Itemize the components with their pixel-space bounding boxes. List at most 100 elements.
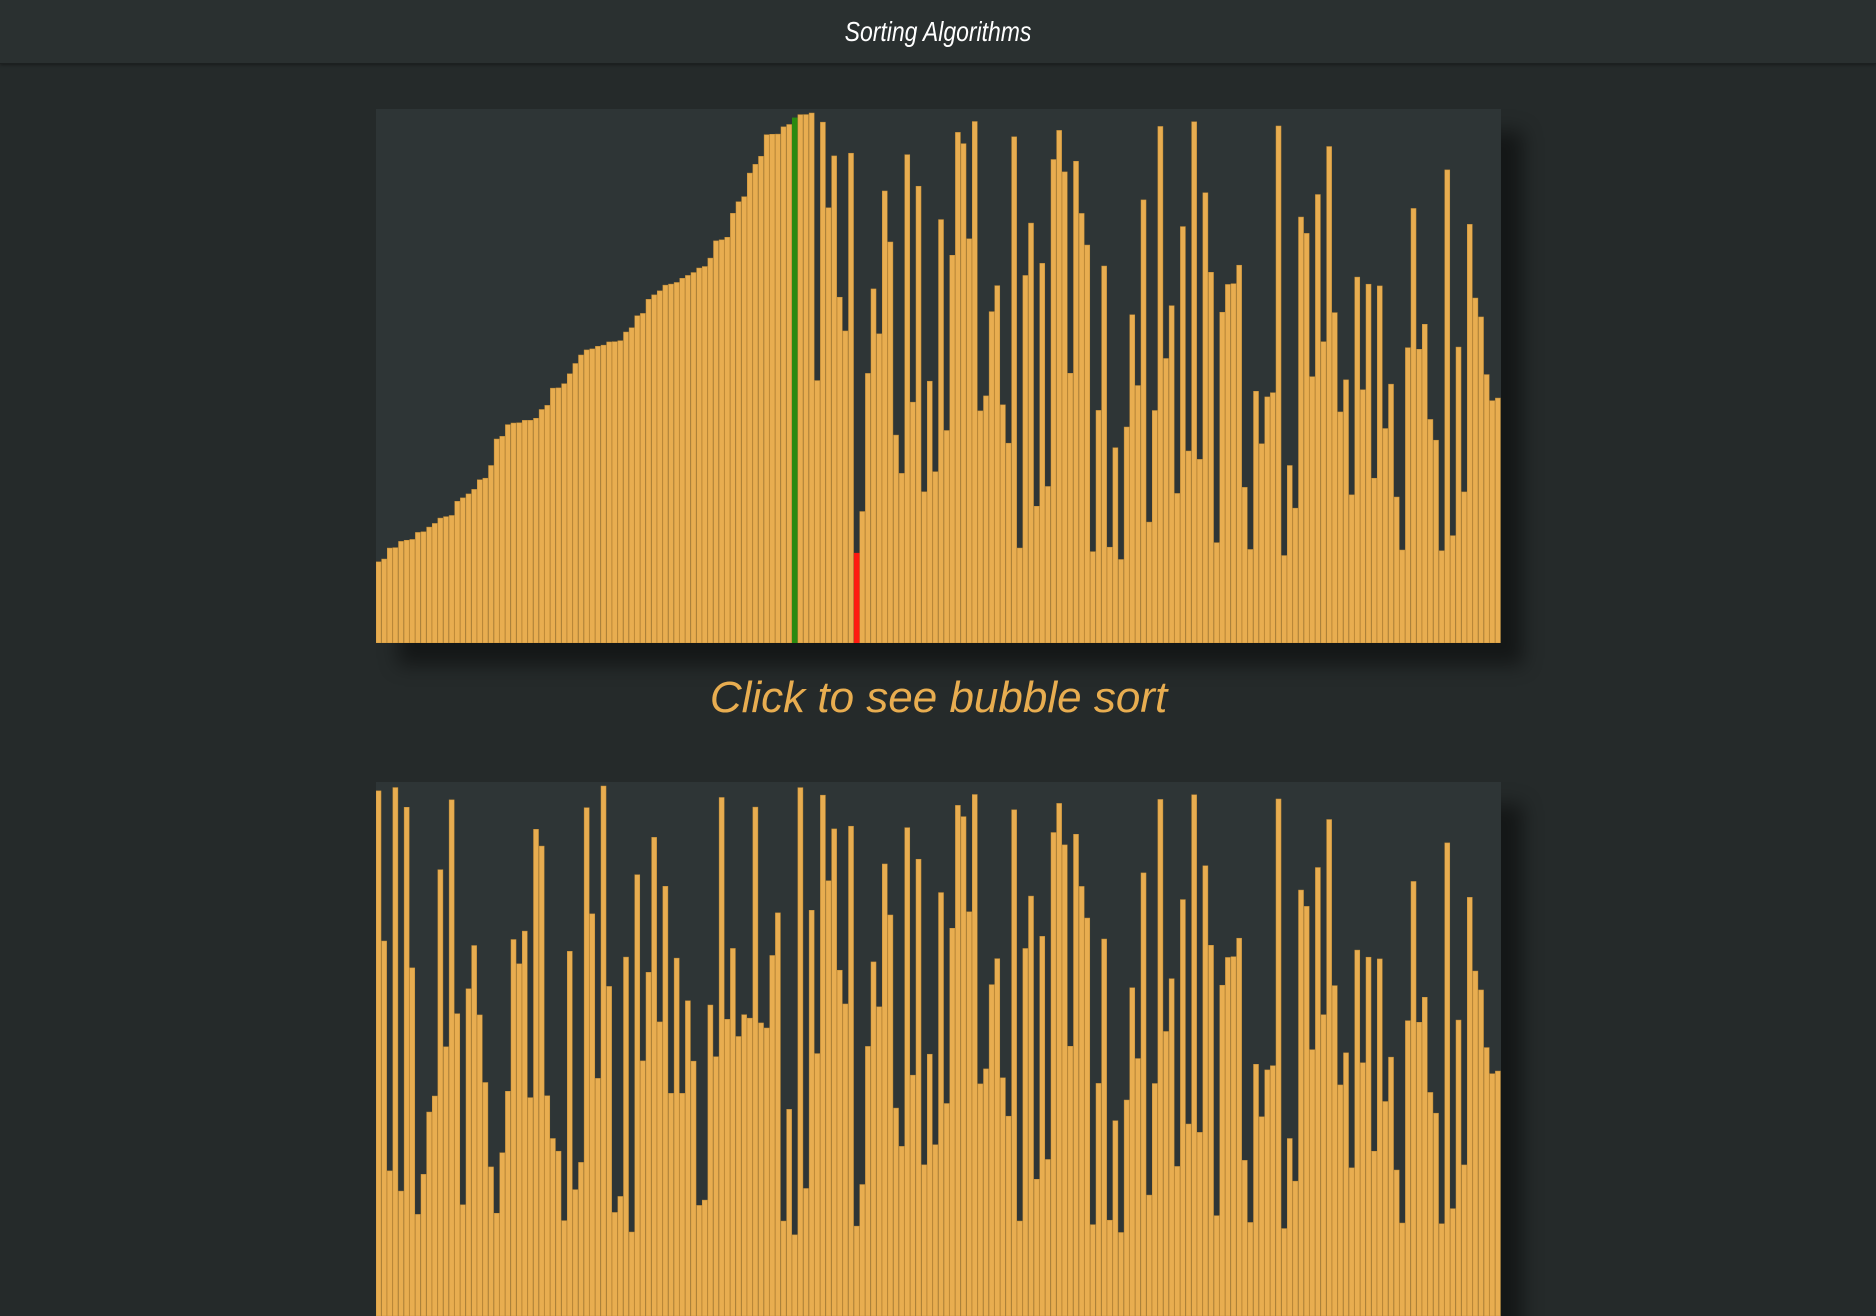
array-bar bbox=[1495, 398, 1500, 643]
array-bar bbox=[680, 278, 685, 643]
array-bar bbox=[455, 1014, 460, 1316]
array-bar bbox=[595, 1078, 600, 1316]
array-bar bbox=[483, 478, 488, 643]
array-bar bbox=[1434, 1113, 1439, 1316]
array-bar bbox=[837, 297, 842, 643]
array-bar bbox=[1158, 126, 1163, 643]
array-bar bbox=[1287, 1139, 1292, 1316]
array-bar bbox=[933, 472, 938, 643]
array-bar bbox=[438, 518, 443, 643]
array-bar bbox=[545, 1096, 550, 1316]
array-bar bbox=[573, 363, 578, 643]
bubble-sort-caption[interactable]: Click to see bubble sort bbox=[376, 668, 1501, 728]
array-bar bbox=[1158, 799, 1163, 1316]
array-bar bbox=[1074, 161, 1079, 643]
array-bar bbox=[978, 411, 983, 643]
array-bar bbox=[466, 494, 471, 643]
array-bar bbox=[1484, 1048, 1489, 1316]
array-bar bbox=[522, 420, 527, 643]
array-bar bbox=[995, 286, 1000, 643]
array-bar bbox=[787, 124, 792, 643]
array-bar bbox=[832, 156, 837, 643]
array-bar bbox=[1197, 459, 1202, 643]
array-bar bbox=[1315, 195, 1320, 643]
array-bar bbox=[1338, 1085, 1343, 1316]
array-bar bbox=[624, 332, 629, 643]
array-bar bbox=[607, 986, 612, 1316]
array-bar bbox=[1192, 795, 1197, 1316]
array-bar bbox=[1113, 1121, 1118, 1316]
array-bar bbox=[669, 284, 674, 643]
array-bar bbox=[1293, 1181, 1298, 1316]
array-bar bbox=[1366, 957, 1371, 1316]
second-sort-visualization[interactable] bbox=[376, 782, 1501, 1316]
array-bar bbox=[820, 795, 825, 1316]
array-bar bbox=[562, 384, 567, 643]
array-bar bbox=[1000, 1078, 1005, 1316]
array-bar bbox=[1383, 429, 1388, 643]
array-bar bbox=[550, 1138, 555, 1316]
array-bar bbox=[657, 291, 662, 643]
array-bar bbox=[1017, 548, 1022, 643]
array-bar bbox=[1102, 266, 1107, 643]
array-bar bbox=[1085, 918, 1090, 1316]
array-bar bbox=[522, 931, 527, 1316]
array-bar bbox=[1332, 313, 1337, 643]
array-bar bbox=[860, 512, 865, 643]
array-bar bbox=[1231, 284, 1236, 643]
array-bar bbox=[612, 342, 617, 643]
array-bar bbox=[1445, 843, 1450, 1316]
array-bar bbox=[601, 786, 606, 1316]
array-bar bbox=[545, 405, 550, 643]
array-bar bbox=[466, 989, 471, 1316]
array-bar bbox=[1180, 900, 1185, 1316]
array-bar bbox=[1411, 881, 1416, 1316]
array-bar bbox=[933, 1145, 938, 1316]
array-bar bbox=[849, 153, 854, 643]
array-bar bbox=[888, 915, 893, 1316]
array-bar bbox=[376, 562, 381, 643]
array-bar bbox=[387, 548, 392, 643]
array-bar bbox=[387, 1171, 392, 1316]
array-bar bbox=[1366, 284, 1371, 643]
array-bar bbox=[877, 334, 882, 643]
array-bar bbox=[528, 1098, 533, 1316]
array-bar bbox=[972, 122, 977, 643]
array-bar bbox=[1479, 317, 1484, 643]
array-bar bbox=[995, 959, 1000, 1316]
array-bar bbox=[393, 788, 398, 1316]
array-bar bbox=[1040, 936, 1045, 1316]
array-bar bbox=[1439, 1224, 1444, 1316]
array-bar bbox=[1130, 988, 1135, 1316]
array-bar bbox=[877, 1007, 882, 1316]
bubble-sort-visualization[interactable] bbox=[376, 109, 1501, 643]
array-bar bbox=[1045, 486, 1050, 643]
array-bar bbox=[449, 515, 454, 643]
array-bar bbox=[871, 289, 876, 643]
array-bar bbox=[438, 870, 443, 1316]
array-bar bbox=[556, 1151, 561, 1316]
array-bar bbox=[562, 1221, 567, 1316]
array-bar bbox=[894, 435, 899, 643]
array-bar bbox=[663, 285, 668, 643]
array-bar bbox=[1450, 536, 1455, 643]
array-bar bbox=[894, 1108, 899, 1316]
array-bar bbox=[483, 1082, 488, 1316]
array-bar bbox=[612, 1212, 617, 1316]
array-bar bbox=[837, 970, 842, 1316]
array-bar bbox=[539, 846, 544, 1316]
array-bar bbox=[489, 465, 494, 643]
array-bar bbox=[669, 1093, 674, 1316]
array-bar bbox=[460, 1205, 465, 1316]
array-bar bbox=[922, 1165, 927, 1316]
array-bar bbox=[1327, 147, 1332, 643]
array-bar bbox=[747, 173, 752, 643]
array-bar bbox=[1287, 466, 1292, 644]
array-bar bbox=[640, 313, 645, 643]
array-bar bbox=[961, 817, 966, 1316]
array-bar bbox=[939, 893, 944, 1316]
array-bar bbox=[1237, 265, 1242, 643]
array-bar bbox=[742, 197, 747, 643]
array-bar bbox=[691, 1061, 696, 1316]
array-bar bbox=[590, 349, 595, 643]
